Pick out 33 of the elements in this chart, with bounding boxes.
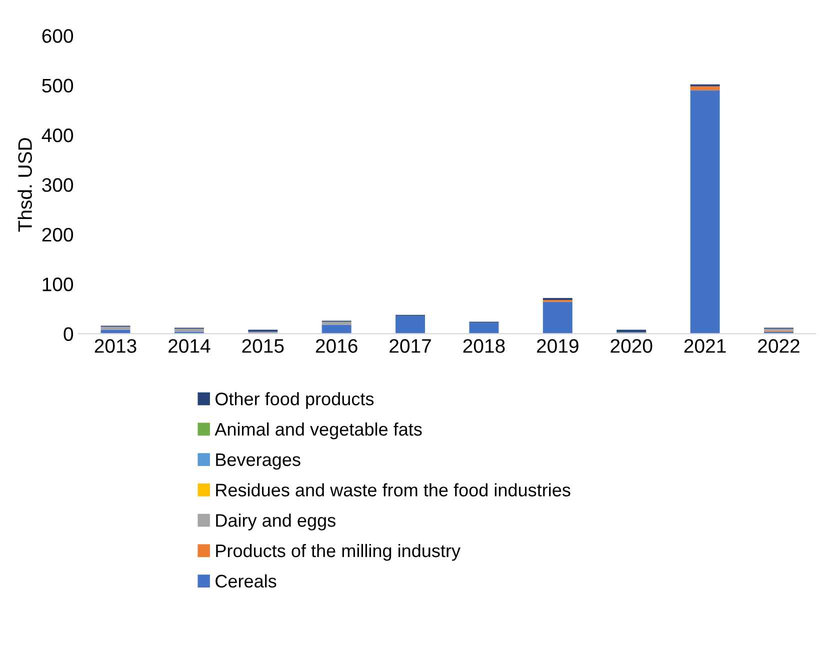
y-tick-label: 400 [42, 128, 74, 142]
bar [542, 302, 572, 334]
y-tick-label: 200 [42, 228, 74, 242]
legend-label: Animal and vegetable fats [214, 422, 422, 440]
legend-label: Cereals [216, 574, 276, 588]
y-tick-label: 100 [42, 278, 74, 292]
bar [690, 90, 720, 334]
x-tick-label: 2022 [758, 339, 800, 353]
y-axis-title: Thsd. USD [18, 138, 32, 232]
bar [690, 86, 720, 90]
y-tick-label: 0 [64, 327, 74, 341]
x-tick-label: 2021 [684, 339, 726, 353]
bar [469, 322, 499, 334]
x-tick-label: 2020 [610, 339, 652, 353]
bar [396, 316, 426, 334]
bar [322, 322, 352, 325]
x-tick-label: 2016 [316, 339, 358, 353]
x-tick-label: 2013 [94, 339, 136, 353]
y-tick-label: 300 [42, 178, 74, 192]
legend-label: Beverages [216, 454, 300, 470]
bar [322, 324, 352, 334]
x-tick-label: 2019 [537, 339, 578, 353]
x-tick-label: 2015 [242, 339, 284, 353]
legend-label: Dairy and eggs [216, 514, 336, 530]
legend-label: Products of the milling industry [216, 544, 460, 561]
y-tick-label: 500 [42, 78, 74, 93]
x-tick-label: 2018 [463, 339, 505, 353]
legend-label: Residues and waste from the food industries [216, 483, 570, 496]
bar [616, 330, 646, 332]
legend-label: Other food products [216, 392, 374, 409]
x-tick-label: 2014 [168, 339, 210, 353]
y-tick-label: 600 [42, 29, 74, 43]
x-tick-label: 2017 [390, 339, 431, 353]
